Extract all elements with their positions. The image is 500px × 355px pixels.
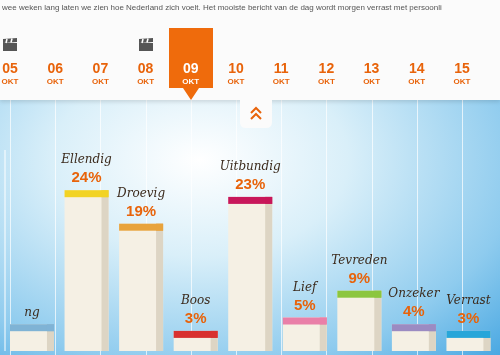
html-text:OKT: OKT: [227, 77, 245, 86]
html-text:OKT: OKT: [272, 77, 290, 86]
html-text:OKT: OKT: [137, 77, 154, 86]
svg-text:Verrast: Verrast: [446, 293, 490, 307]
html-text:OKT: OKT: [408, 77, 426, 86]
svg-text:Ellendig: Ellendig: [60, 152, 112, 166]
svg-text:Uitbundig: Uitbundig: [220, 159, 281, 173]
html-text:12: 12: [318, 60, 335, 76]
svg-text:19%: 19%: [126, 202, 156, 219]
svg-text:ng: ng: [24, 305, 40, 319]
svg-text:5%: 5%: [294, 296, 316, 313]
html-text:09: 09: [183, 60, 199, 76]
svg-text:9%: 9%: [348, 269, 370, 286]
html-text:OKT: OKT: [1, 77, 19, 86]
html-text:08: 08: [137, 60, 154, 76]
svg-text:Onzeker: Onzeker: [388, 286, 440, 300]
svg-text:Lief: Lief: [292, 280, 319, 294]
html-text:05: 05: [2, 60, 18, 76]
html-text:OKT: OKT: [317, 77, 335, 86]
svg-text:23%: 23%: [235, 175, 265, 192]
svg-text:Boos: Boos: [180, 293, 210, 307]
html-text:OKT: OKT: [91, 77, 109, 86]
svg-text:3%: 3%: [185, 309, 207, 326]
html-text:OKT: OKT: [182, 77, 200, 86]
html-text:07: 07: [92, 60, 109, 76]
svg-text:4%: 4%: [403, 302, 425, 319]
html-text:15: 15: [454, 60, 470, 76]
svg-text:3%: 3%: [458, 309, 480, 326]
html-text:wee weken lang laten we zien h: wee weken lang laten we zien hoe Nederla…: [2, 3, 442, 12]
html-text:14: 14: [409, 60, 425, 76]
html-text:06: 06: [47, 60, 63, 76]
svg-text:24%: 24%: [72, 168, 102, 185]
html-text:OKT: OKT: [46, 77, 64, 86]
html-text:11: 11: [273, 60, 289, 76]
svg-text:Droevig: Droevig: [116, 186, 165, 200]
html-text:OKT: OKT: [363, 77, 380, 86]
html-text:OKT: OKT: [453, 77, 471, 86]
svg-text:Tevreden: Tevreden: [331, 253, 387, 267]
html-text:10: 10: [228, 60, 244, 76]
html-text:13: 13: [363, 60, 380, 76]
